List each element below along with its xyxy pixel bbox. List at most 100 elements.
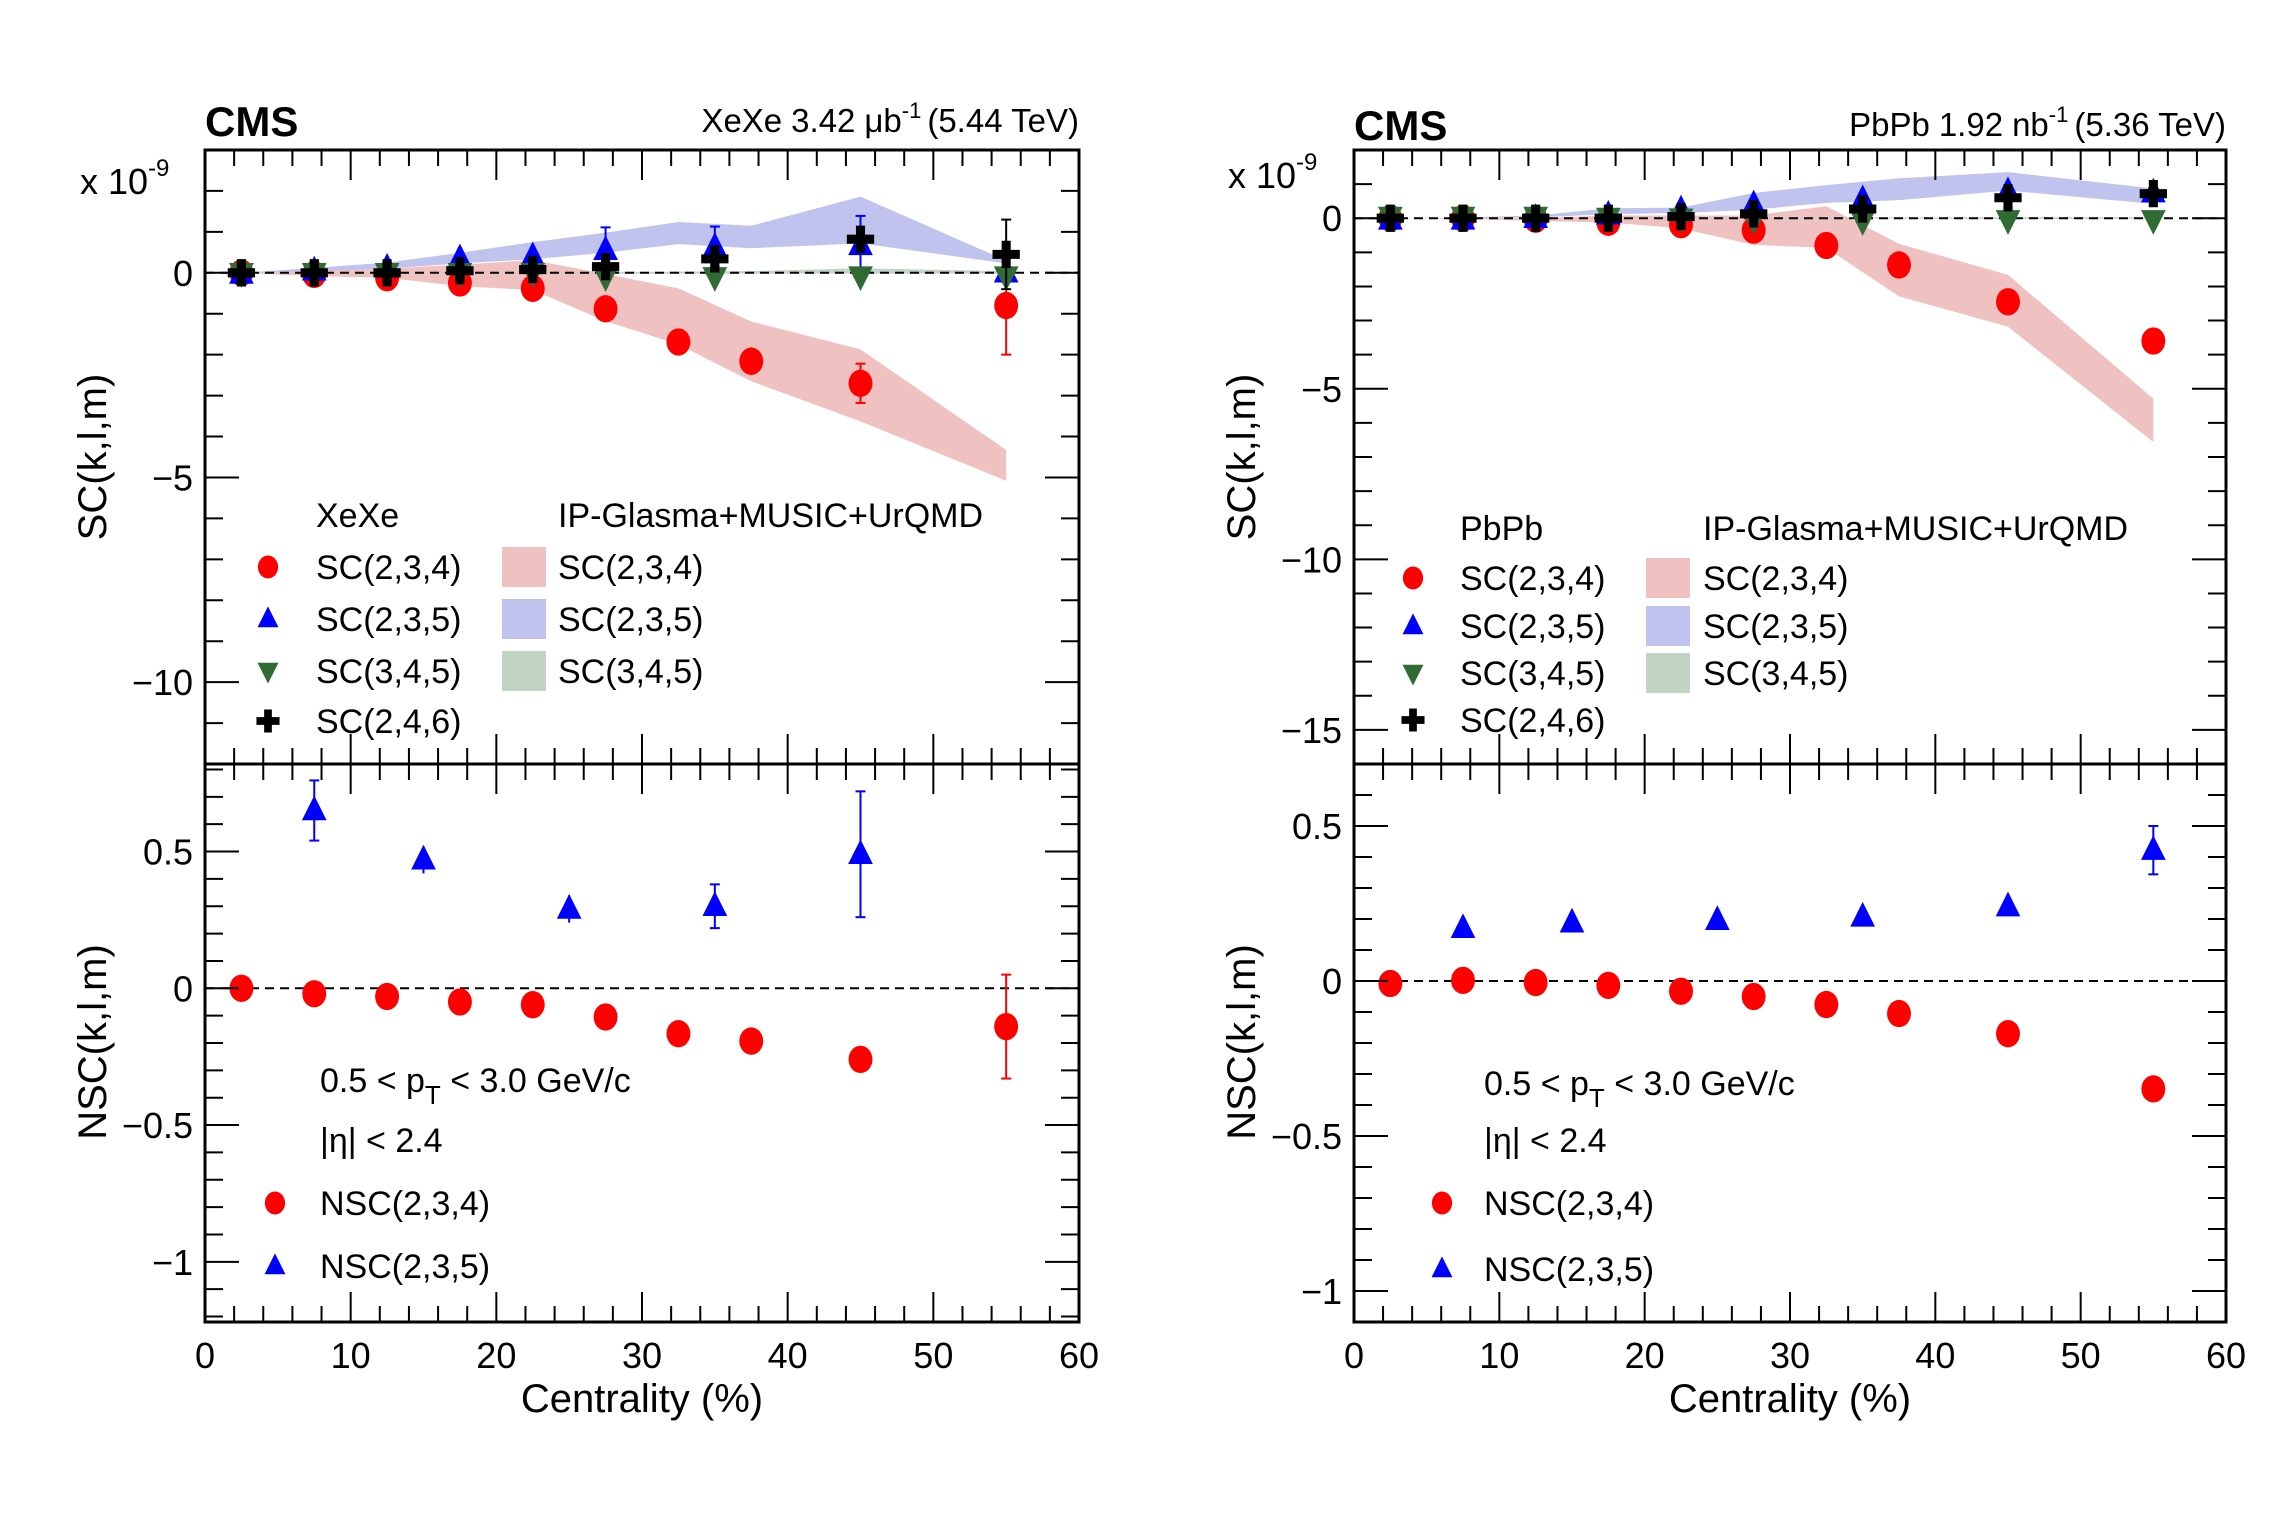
panel-xexe: CMS XeXe 3.42 μb-1 (5.44 TeV) x 10-9 SC(k,l… [71, 98, 1099, 1421]
data-point [1996, 288, 2020, 316]
plot-area-sc-xexe: 0 −5 −10 [132, 148, 1081, 766]
series-NSC-2-3-5 [301, 779, 873, 930]
data-point [666, 328, 691, 356]
data-point [1669, 977, 1693, 1005]
eta-range-label: |η| < 2.4 [1484, 1122, 1607, 1160]
y-tick-label: −10 [1281, 539, 1342, 580]
plot-area-nsc-pbpb: 0.50−0.5−10 10 20 30 40 50 60 [1271, 762, 2246, 1376]
legend-band-swatch [502, 547, 546, 587]
data-point [666, 1020, 691, 1048]
x-tick-label: 20 [1625, 1335, 1665, 1376]
panel-pbpb: CMS PbPb 1.92 nb-1 (5.36 TeV) x 10-9 SC(k,l… [1220, 102, 2246, 1421]
data-point [846, 225, 875, 253]
x-axis-title: Centrality (%) [521, 1377, 763, 1421]
legend-band-swatch [1646, 653, 1690, 693]
data-point [702, 267, 728, 292]
data-point [593, 235, 618, 261]
model-band-234 [1390, 206, 2154, 442]
multiplier-exponent: -9 [148, 155, 169, 182]
data-point [1849, 195, 1877, 223]
y-axis-title-lower: NSC(k,l,m) [71, 944, 115, 1140]
y-tick-label: −10 [132, 662, 193, 703]
legend-entries: SC(2,3,4) SC(2,3,5) SC(3,4,5) SC(2,4,6) SC(2… [1401, 558, 1849, 740]
legend-band-swatch [1646, 606, 1690, 646]
data-point [1850, 901, 1876, 927]
data-point [848, 369, 873, 397]
legend-item: SC(2,3,4) [502, 547, 704, 587]
legend-entries: SC(2,3,4) SC(2,3,5) SC(3,4,5) SC(2,4,6) SC(2… [256, 547, 704, 741]
legend-marker-triangle-down-icon [257, 662, 279, 684]
y-tick-label: 0 [173, 253, 193, 294]
lumi-unit: nb [2012, 106, 2049, 143]
legend-item: NSC(2,3,4) [1431, 1185, 1654, 1223]
multiplier-base: x 10 [1228, 155, 1296, 196]
y-tick-label: −0.5 [122, 1105, 193, 1146]
legend-label: NSC(2,3,5) [320, 1248, 490, 1286]
data-point [739, 1027, 764, 1055]
y-tick-label: −1 [152, 1242, 193, 1283]
legend-sc-pbpb: PbPb IP-Glasma+MUSIC+UrQMD SC(2,3,4)SC(2… [1401, 510, 2128, 740]
x-tick-label: 30 [1770, 1335, 1810, 1376]
y-tick-label: −1 [1301, 1271, 1342, 1312]
data-point [994, 291, 1019, 320]
data-point [1450, 913, 1476, 939]
y-axis-title-upper: SC(k,l,m) [1220, 374, 1264, 541]
data-point [519, 255, 547, 284]
y-tick-label: −0.5 [1271, 1116, 1342, 1157]
legend-sc-xexe: XeXe IP-Glasma+MUSIC+UrQMD SC(2,3,4)SC(2… [256, 497, 983, 741]
legend-item: NSC(2,3,5) [264, 1248, 490, 1286]
data-point [1814, 990, 1839, 1019]
y-tick-label: 0.5 [1292, 806, 1342, 847]
lumi-system: XeXe [701, 102, 782, 139]
legend-entries: NSC(2,3,4) NSC(2,3,5) [1431, 1185, 1654, 1289]
data-point [1559, 907, 1585, 933]
lumi-energy: (5.44 TeV) [927, 102, 1079, 139]
legend-marker-circle-icon [1402, 566, 1424, 590]
legend-marker-circle-icon [264, 1191, 286, 1215]
legend-marker-triangle-up-icon [257, 606, 279, 628]
x-tick-label: 10 [331, 1335, 371, 1376]
data-point [556, 894, 582, 919]
data-point [2140, 210, 2166, 235]
model-band-235 [241, 196, 1007, 273]
y-tick-label: −5 [1301, 369, 1342, 410]
cms-label: CMS [205, 98, 298, 145]
legend-item: NSC(2,3,5) [1431, 1251, 1654, 1289]
lumi-unit-exponent: -1 [2049, 102, 2069, 127]
y-tick-label: 0 [1322, 198, 1342, 239]
data-point [1376, 204, 1404, 232]
data-point [1850, 211, 1876, 236]
legend-item: SC(3,4,5) [257, 653, 462, 691]
data-point [848, 1045, 873, 1074]
pt-pre: 0.5 < p [320, 1062, 425, 1100]
legend-label: SC(3,4,5) [1703, 655, 1849, 693]
legend-marker-triangle-up-icon [1431, 1256, 1453, 1278]
x-tick-label: 60 [1059, 1335, 1099, 1376]
data-point [300, 259, 328, 287]
legend-label: SC(2,3,4) [316, 549, 462, 587]
data-point [301, 795, 327, 821]
plot-area-nsc-xexe: 0.5 0 −0.5 −1 0 10 20 30 40 50 60 [122, 762, 1099, 1376]
series-NSC-2-3-4 [1378, 966, 2166, 1103]
lumi-label: PbPb 1.92 nb-1 (5.36 TeV) [1849, 102, 2226, 143]
x-tick-label: 10 [1479, 1335, 1519, 1376]
legend-marker-triangle-down-icon [1402, 664, 1424, 686]
legend-item: SC(2,3,5) [257, 601, 462, 639]
data-point [1996, 1020, 2020, 1048]
data-point [1378, 969, 1403, 998]
data-point [2140, 835, 2166, 860]
legend-label: NSC(2,3,5) [1484, 1251, 1654, 1289]
data-point [1667, 202, 1695, 231]
data-point [1814, 231, 1839, 260]
model-band-234 [241, 260, 1007, 481]
x-tick-label: 40 [1915, 1335, 1955, 1376]
pt-post: < 3.0 GeV/c [441, 1062, 631, 1100]
data-point [373, 259, 401, 287]
data-point [229, 974, 254, 1002]
data-point [1594, 204, 1622, 232]
legend-header-data: PbPb [1460, 510, 1543, 548]
legend-item: SC(2,3,4) [1402, 560, 1606, 598]
data-point [1451, 966, 1475, 995]
pt-post: < 3.0 GeV/c [1605, 1065, 1795, 1103]
